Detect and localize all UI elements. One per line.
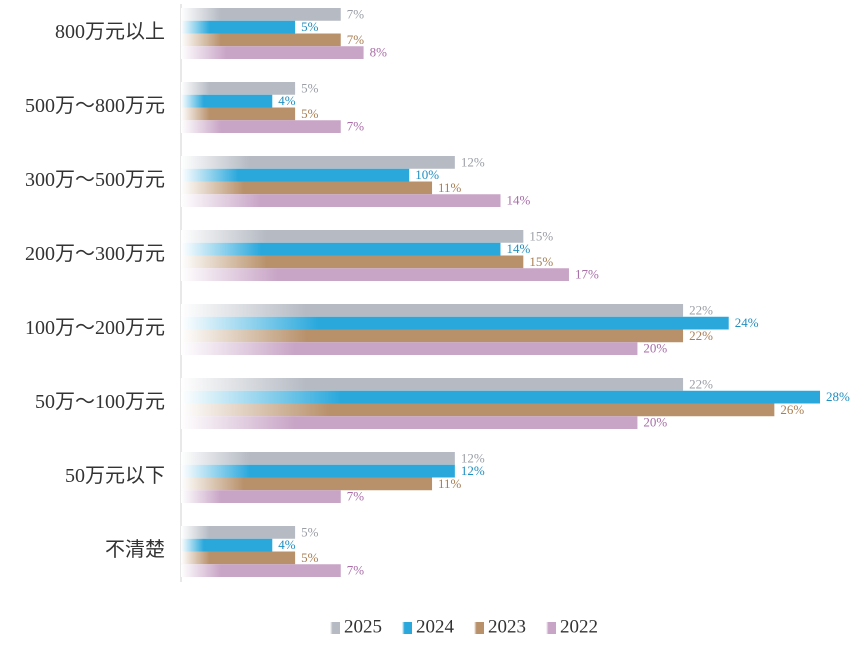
value-label: 5% [301, 106, 319, 121]
value-label: 12% [461, 463, 485, 478]
bar [181, 551, 296, 565]
value-label: 20% [643, 415, 667, 430]
bar [181, 268, 569, 281]
bar [181, 242, 501, 256]
legend-label: 2023 [488, 616, 526, 637]
value-label: 5% [301, 19, 319, 34]
value-label: 14% [507, 193, 531, 208]
legend-label: 2022 [560, 616, 598, 637]
legend-label: 2024 [416, 616, 455, 637]
bar [181, 464, 455, 478]
bar [181, 107, 296, 121]
value-label: 4% [278, 537, 296, 552]
value-label: 4% [278, 93, 296, 108]
bar [181, 194, 501, 207]
value-label: 28% [826, 389, 850, 404]
bar [181, 304, 684, 317]
value-label: 8% [370, 45, 388, 60]
category-label: 不清楚 [105, 538, 165, 561]
value-label: 12% [461, 154, 485, 169]
bar [181, 46, 364, 59]
value-label: 22% [689, 376, 713, 391]
value-label: 5% [301, 524, 319, 539]
bar [181, 538, 273, 552]
value-label: 11% [438, 180, 462, 195]
value-label: 5% [301, 80, 319, 95]
bar [181, 378, 684, 391]
bar [181, 526, 296, 539]
bar [181, 230, 524, 243]
value-label: 15% [529, 228, 553, 243]
legend-swatch [330, 622, 340, 634]
category-label: 50万～100万元 [35, 391, 165, 413]
category-label: 100万～200万元 [25, 317, 165, 339]
bar [181, 416, 638, 429]
legend-label: 2025 [344, 616, 382, 637]
bar [181, 316, 729, 330]
category-label: 200万～300万元 [25, 243, 165, 265]
legend-swatch [474, 622, 484, 634]
value-label: 7% [347, 119, 365, 134]
legend-swatch [546, 622, 556, 634]
bar [181, 255, 524, 269]
value-label: 12% [461, 450, 485, 465]
value-label: 5% [301, 550, 319, 565]
bar [181, 477, 433, 491]
bar [181, 452, 455, 465]
value-label: 20% [643, 341, 667, 356]
bar [181, 181, 433, 195]
bar [181, 20, 296, 34]
value-label: 22% [689, 328, 713, 343]
value-label: 17% [575, 267, 599, 282]
bar [181, 120, 341, 133]
legend-swatch [402, 622, 412, 634]
bar [181, 82, 296, 95]
bar [181, 390, 820, 404]
value-label: 11% [438, 476, 462, 491]
bar [181, 329, 684, 343]
category-label: 500万～800万元 [25, 95, 165, 117]
value-label: 14% [507, 241, 531, 256]
bar [181, 94, 273, 108]
value-label: 15% [529, 254, 553, 269]
value-label: 7% [347, 32, 365, 47]
value-label: 7% [347, 6, 365, 21]
category-label: 300万～500万元 [25, 169, 165, 191]
value-label: 22% [689, 302, 713, 317]
category-label: 800万元以上 [55, 20, 165, 43]
category-label: 50万元以下 [65, 465, 165, 487]
bar [181, 564, 341, 577]
bar [181, 8, 341, 21]
value-label: 26% [780, 402, 804, 417]
value-label: 10% [415, 167, 439, 182]
bar [181, 156, 455, 169]
bar [181, 403, 775, 417]
value-label: 7% [347, 563, 365, 578]
bar [181, 342, 638, 355]
bar [181, 33, 341, 47]
bar [181, 490, 341, 503]
bar [181, 168, 410, 182]
value-label: 24% [735, 315, 759, 330]
value-label: 7% [347, 489, 365, 504]
